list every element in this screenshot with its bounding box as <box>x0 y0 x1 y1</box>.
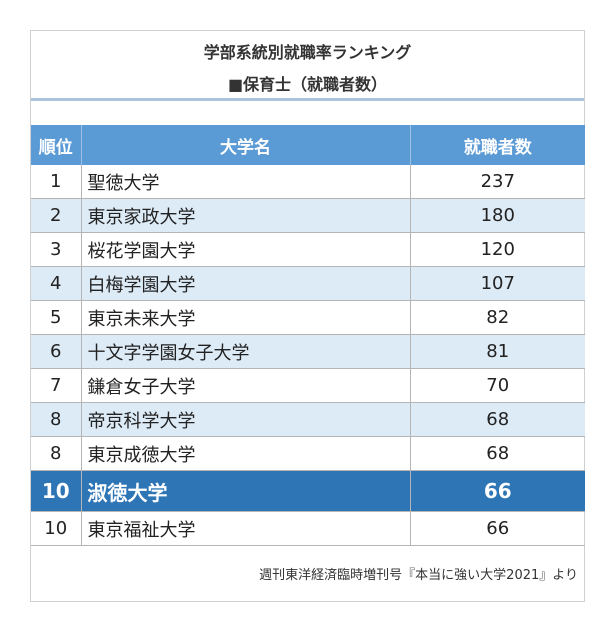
divider <box>31 98 584 101</box>
rank-cell: 8 <box>31 402 82 437</box>
table-row: 1 聖徳大学 237 <box>31 165 585 199</box>
source-note: 週刊東洋経済臨時増刊号『本当に強い大学2021』より <box>259 568 578 583</box>
rank-cell: 7 <box>31 368 82 403</box>
count-cell: 82 <box>410 300 585 335</box>
rank-cell: 6 <box>31 334 82 369</box>
table-row: 4 白梅学園大学 107 <box>31 266 585 301</box>
university-cell: 東京未来大学 <box>81 300 411 335</box>
count-cell: 120 <box>410 232 585 267</box>
table-row: 2 東京家政大学 180 <box>31 198 585 233</box>
table-header-row: 順位 大学名 就職者数 <box>31 125 585 165</box>
page-subtitle: ■保育士（就職者数） <box>227 75 388 94</box>
ranking-card: 学部系統別就職率ランキング ■保育士（就職者数） 順位 大学名 就職者数 1 聖… <box>30 30 585 602</box>
university-cell: 聖徳大学 <box>81 165 411 199</box>
column-header-count: 就職者数 <box>410 125 585 165</box>
count-cell: 180 <box>410 198 585 233</box>
university-cell: 帝京科学大学 <box>81 402 411 437</box>
highlighted-table-row: 10 淑徳大学 66 <box>31 470 585 512</box>
university-cell: 白梅学園大学 <box>81 266 411 301</box>
university-cell: 淑徳大学 <box>81 470 411 512</box>
count-cell: 66 <box>410 511 585 546</box>
table-row: 5 東京未来大学 82 <box>31 300 585 335</box>
university-cell: 十文字学園女子大学 <box>81 334 411 369</box>
university-cell: 桜花学園大学 <box>81 232 411 267</box>
page-title: 学部系統別就職率ランキング <box>203 43 412 62</box>
rank-cell: 10 <box>31 511 82 546</box>
rank-cell: 8 <box>31 436 82 471</box>
table-row: 8 東京成徳大学 68 <box>31 436 585 471</box>
column-header-rank: 順位 <box>31 125 82 165</box>
count-cell: 66 <box>410 470 585 512</box>
rank-cell: 3 <box>31 232 82 267</box>
rank-cell: 1 <box>31 165 82 199</box>
table-row: 6 十文字学園女子大学 81 <box>31 334 585 369</box>
count-cell: 70 <box>410 368 585 403</box>
count-cell: 81 <box>410 334 585 369</box>
count-cell: 68 <box>410 436 585 471</box>
count-cell: 237 <box>410 165 585 199</box>
table-row: 8 帝京科学大学 68 <box>31 402 585 437</box>
table-row: 10 東京福祉大学 66 <box>31 511 585 546</box>
count-cell: 68 <box>410 402 585 437</box>
rank-cell: 2 <box>31 198 82 233</box>
rank-cell: 5 <box>31 300 82 335</box>
column-header-university: 大学名 <box>81 125 411 165</box>
university-cell: 東京福祉大学 <box>81 511 411 546</box>
rank-cell: 4 <box>31 266 82 301</box>
university-cell: 東京家政大学 <box>81 198 411 233</box>
university-cell: 鎌倉女子大学 <box>81 368 411 403</box>
rank-cell: 10 <box>31 470 82 512</box>
table-row: 3 桜花学園大学 120 <box>31 232 585 267</box>
university-cell: 東京成徳大学 <box>81 436 411 471</box>
ranking-table: 順位 大学名 就職者数 1 聖徳大学 237 2 東京家政大学 180 3 桜花… <box>31 125 585 546</box>
table-row: 7 鎌倉女子大学 70 <box>31 368 585 403</box>
count-cell: 107 <box>410 266 585 301</box>
